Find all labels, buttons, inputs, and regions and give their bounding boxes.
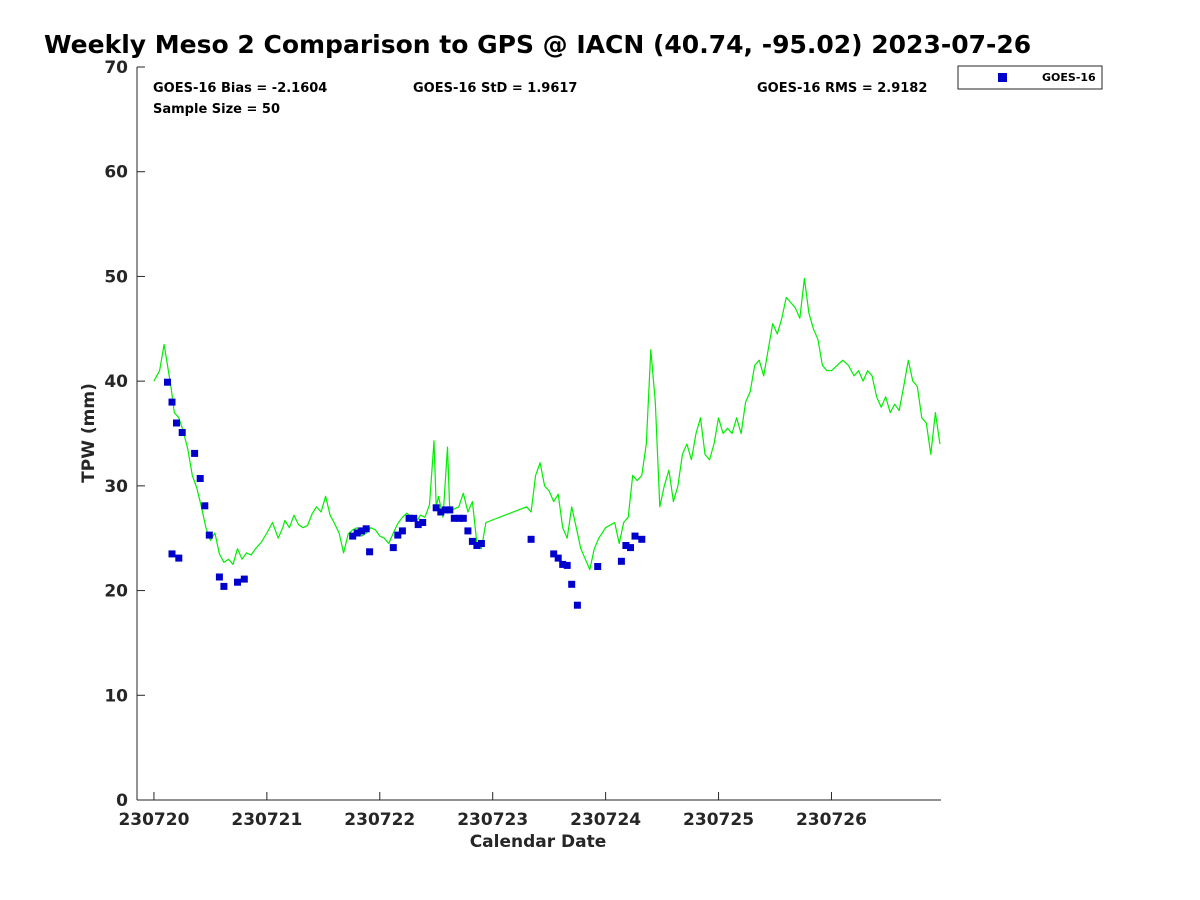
goes16-point (405, 514, 413, 522)
goes16-point (410, 514, 418, 522)
goes16-point (173, 419, 180, 427)
goes16-point (414, 521, 422, 529)
legend-marker-goes16 (998, 73, 1007, 82)
y-tick-label: 0 (116, 791, 128, 811)
goes16-point (638, 535, 646, 543)
goes16-point (527, 535, 535, 543)
goes16-point (594, 563, 602, 570)
goes16-point (220, 582, 228, 590)
goes16-point (550, 550, 558, 558)
x-tick-label: 230720 (118, 810, 189, 830)
gps-line (153, 277, 941, 571)
chart-title: Weekly Meso 2 Comparison to GPS @ IACN (… (44, 30, 1032, 59)
goes16-point (358, 527, 366, 535)
legend-label-goes16: GOES-16 (1042, 71, 1096, 84)
goes16-point (559, 560, 567, 568)
goes16-point (389, 544, 397, 552)
x-tick-label: 230721 (231, 810, 302, 830)
x-tick-label: 230724 (570, 810, 641, 830)
goes16-point (554, 554, 562, 562)
goes16-point (617, 557, 625, 565)
goes16-point (568, 580, 576, 588)
rms-stat: GOES-16 RMS = 2.9182 (757, 81, 927, 96)
y-tick-label: 40 (104, 372, 128, 392)
goes16-point (473, 542, 481, 549)
goes16-point (563, 561, 571, 569)
y-tick-label: 50 (104, 267, 128, 287)
y-tick-label: 70 (104, 58, 128, 78)
y-tick-label: 60 (104, 163, 128, 183)
x-tick-label: 230723 (457, 810, 528, 830)
goes16-point (366, 548, 374, 556)
goes16-point (573, 601, 581, 609)
goes16-point (196, 475, 204, 482)
x-axis-label: Calendar Date (470, 832, 607, 852)
goes16-point (349, 532, 357, 540)
legend: GOES-16 (957, 65, 1103, 90)
goes16-point (353, 529, 361, 537)
goes16-point (215, 573, 223, 581)
plot-area (153, 277, 941, 609)
goes16-point (175, 554, 183, 562)
goes16-point (201, 502, 209, 510)
x-tick-label: 230726 (796, 810, 867, 830)
y-tick-label: 20 (104, 582, 128, 602)
legend-box (957, 65, 1103, 90)
axes: 0 10 20 30 40 50 60 70 230720 230721 230722 230723 2… (104, 58, 941, 830)
sample-size-stat: Sample Size = 50 (153, 102, 280, 117)
goes16-point (178, 429, 186, 436)
goes16-point (240, 575, 248, 583)
goes16-point (191, 449, 199, 457)
goes16-point (468, 537, 476, 545)
goes16-point (432, 504, 440, 512)
goes16-point (477, 540, 485, 547)
x-tick-label: 230725 (683, 810, 754, 830)
goes16-point (168, 398, 176, 406)
goes16-point (205, 531, 213, 539)
goes16-point (164, 378, 171, 386)
goes16-point (168, 550, 176, 558)
y-tick-label: 10 (104, 686, 128, 706)
goes16-point (450, 514, 458, 522)
goes16-point (398, 527, 406, 535)
x-tick-label: 230722 (344, 810, 415, 830)
goes16-point (441, 506, 449, 514)
goes16-point (437, 508, 445, 516)
goes16-point (234, 578, 241, 586)
std-stat: GOES-16 StD = 1.9617 (413, 81, 577, 96)
goes16-point (459, 514, 467, 522)
goes16-point (446, 506, 454, 514)
goes16-point (362, 525, 370, 533)
goes16-point (627, 544, 634, 552)
goes16-point (622, 542, 630, 549)
goes16-point (394, 531, 402, 539)
bias-stat: GOES-16 Bias = -2.1604 (153, 81, 327, 96)
goes16-point (631, 532, 639, 540)
goes16-point (455, 514, 463, 522)
goes16-point (419, 519, 427, 526)
goes16-point (464, 527, 472, 535)
y-axis-label: TPW (mm) (79, 383, 99, 483)
y-tick-label: 30 (104, 477, 128, 497)
